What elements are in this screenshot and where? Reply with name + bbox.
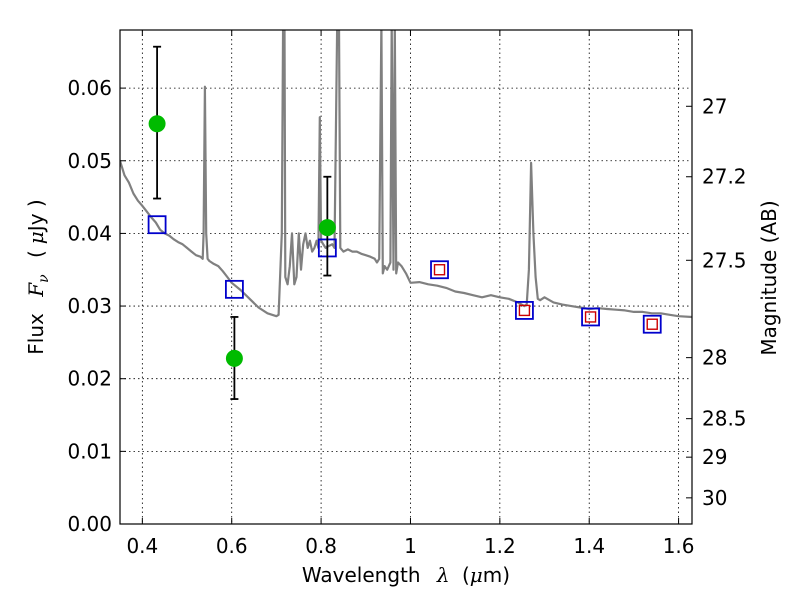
x-axis-label-symbol: λ	[436, 563, 450, 587]
y-axis-label-unit-rest: Jy )	[24, 199, 48, 233]
y-tick-label: 0.02	[67, 367, 112, 391]
y2-tick-label: 30	[702, 486, 727, 510]
y2-axis-label: Magnitude (AB)	[757, 200, 781, 355]
x-axis-label-unit-open: (	[462, 563, 470, 587]
y-tick-label: 0.04	[67, 221, 112, 245]
model-photometry-square	[147, 215, 167, 235]
y-axis-label-subscript: ν	[36, 274, 52, 283]
y2-tick-label: 27	[702, 94, 727, 118]
y-axis-label-text: Flux	[24, 313, 48, 355]
plot-clipped	[120, 30, 692, 400]
inner-photometry-square	[518, 304, 531, 317]
y2-tick-label: 28.5	[702, 407, 747, 431]
x-tick-label: 1.6	[663, 534, 695, 558]
plot-area	[120, 30, 692, 400]
observed-flux-point	[318, 219, 336, 237]
y2-tick-label: 27.2	[702, 165, 747, 189]
model-photometry-square	[642, 314, 662, 334]
x-axis-label-text: Wavelength	[302, 563, 421, 587]
model-photometry-square	[581, 307, 600, 327]
x-tick-label: 1.2	[484, 534, 516, 558]
y-tick-label: 0.05	[67, 149, 112, 173]
y2-axis-ticks: 27 27.2 27.5 28 28.5 29 30	[686, 94, 747, 510]
x-axis-label-unit-rest: m)	[483, 563, 510, 587]
spectrum-line	[120, 30, 692, 319]
y-tick-label: 0.00	[67, 512, 112, 536]
model-photometry-square	[515, 301, 534, 320]
y2-tick-label: 28	[702, 346, 727, 370]
y-axis-label: Flux Fν ( μJy )	[24, 199, 53, 354]
model-photometry-square	[430, 260, 449, 280]
y-tick-label: 0.03	[67, 294, 112, 318]
y-axis-ticks: 0.00 0.01 0.02 0.03 0.04 0.05 0.06	[67, 76, 126, 536]
x-tick-label: 0.4	[126, 534, 158, 558]
x-tick-label: 0.6	[216, 534, 248, 558]
inner-photometry-square	[433, 264, 446, 276]
x-axis-ticks: 0.4 0.6 0.8 1 1.2 1.4 1.6	[126, 30, 695, 558]
y-axis-label-unit-greek: μ	[24, 231, 48, 244]
x-tick-label: 1	[404, 534, 417, 558]
y-axis-label-symbol: F	[24, 282, 48, 298]
y2-tick-label: 29	[702, 445, 727, 469]
y2-tick-label: 27.5	[702, 248, 747, 272]
plot-frame	[119, 29, 693, 525]
x-tick-label: 0.8	[305, 534, 337, 558]
y-axis-label-unit-open: (	[24, 250, 48, 258]
observed-flux-point	[148, 115, 166, 133]
y-tick-label: 0.06	[67, 76, 112, 100]
x-tick-label: 1.4	[573, 534, 605, 558]
x-axis-label: Wavelength λ (μm)	[302, 563, 510, 587]
inner-photometry-square	[646, 318, 658, 330]
inner-photometry-square	[584, 311, 597, 323]
y-tick-label: 0.01	[67, 439, 112, 463]
x-axis-label-unit-greek: μ	[470, 563, 483, 587]
model-photometry-square	[224, 279, 244, 299]
observed-flux-point	[225, 349, 243, 367]
